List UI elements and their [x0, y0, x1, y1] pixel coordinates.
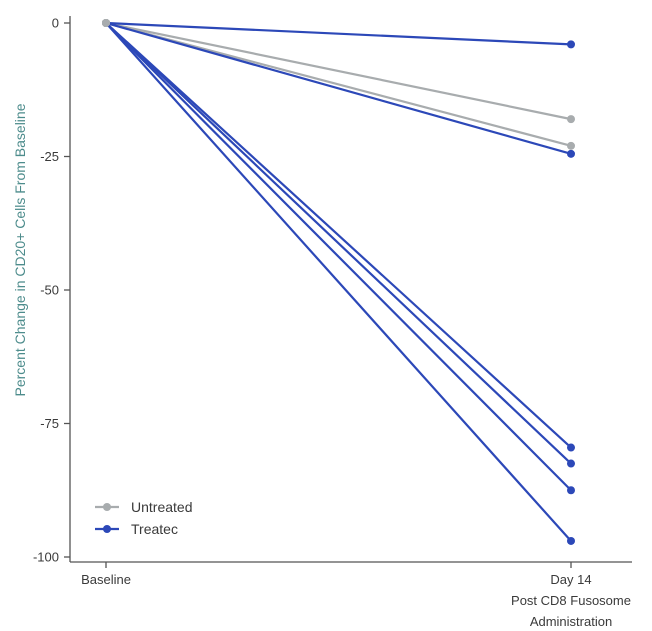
y-ticks: 0 -25 -50 -75 -100: [33, 16, 70, 565]
data-point: [567, 443, 575, 452]
x-tick-label-line: Day 14: [550, 572, 591, 587]
legend: Untreated Treatec: [95, 499, 192, 537]
y-tick-label: -75: [40, 416, 59, 431]
series-line: [104, 21, 573, 46]
x-tick-label: Baseline: [81, 572, 131, 587]
series-line: [104, 21, 573, 492]
data-point: [567, 536, 575, 545]
data-point: [567, 149, 575, 158]
series-line: [104, 21, 573, 121]
data-point: [102, 19, 110, 27]
series-line: [104, 21, 573, 543]
series-line: [104, 21, 573, 465]
data-point: [567, 141, 575, 150]
series-line: [104, 21, 573, 147]
x-axis: Baseline Day 14 Post CD8 Fusosome Administr…: [70, 561, 632, 629]
data-point: [567, 115, 575, 124]
y-axis-label: Percent Change in CD20+ Cells From Basel…: [12, 103, 28, 396]
data-point: [567, 40, 575, 49]
data-point: [567, 459, 575, 468]
y-tick-label: -100: [33, 550, 59, 565]
x-tick-label-line: Baseline: [81, 572, 131, 587]
legend-label: Untreated: [131, 499, 192, 515]
legend-item-treated: Treatec: [95, 521, 178, 537]
y-tick-label: 0: [52, 16, 59, 31]
series-line: [104, 21, 573, 449]
series-line: [104, 21, 573, 155]
x-tick-label-line: Post CD8 Fusosome: [511, 593, 631, 608]
y-axis: 0 -25 -50 -75 -100 Percent Change in CD20+ C…: [12, 16, 71, 565]
data-point: [567, 486, 575, 495]
legend-swatch-marker: [103, 525, 111, 533]
series-treated: [102, 19, 575, 495]
series-treated: [102, 19, 575, 545]
series-layer: [102, 19, 575, 545]
y-tick-label: -25: [40, 149, 59, 164]
x-tick-label-line: Administration: [530, 614, 612, 629]
legend-label: Treatec: [131, 521, 178, 537]
legend-item-untreated: Untreated: [95, 499, 192, 515]
y-tick-label: -50: [40, 283, 59, 298]
x-ticks: Baseline Day 14 Post CD8 Fusosome Administr…: [81, 562, 631, 629]
x-tick-label: Day 14 Post CD8 Fusosome Administration: [511, 572, 631, 629]
legend-swatch-marker: [103, 503, 111, 511]
series-treated: [102, 19, 575, 49]
series-treated: [102, 19, 575, 468]
